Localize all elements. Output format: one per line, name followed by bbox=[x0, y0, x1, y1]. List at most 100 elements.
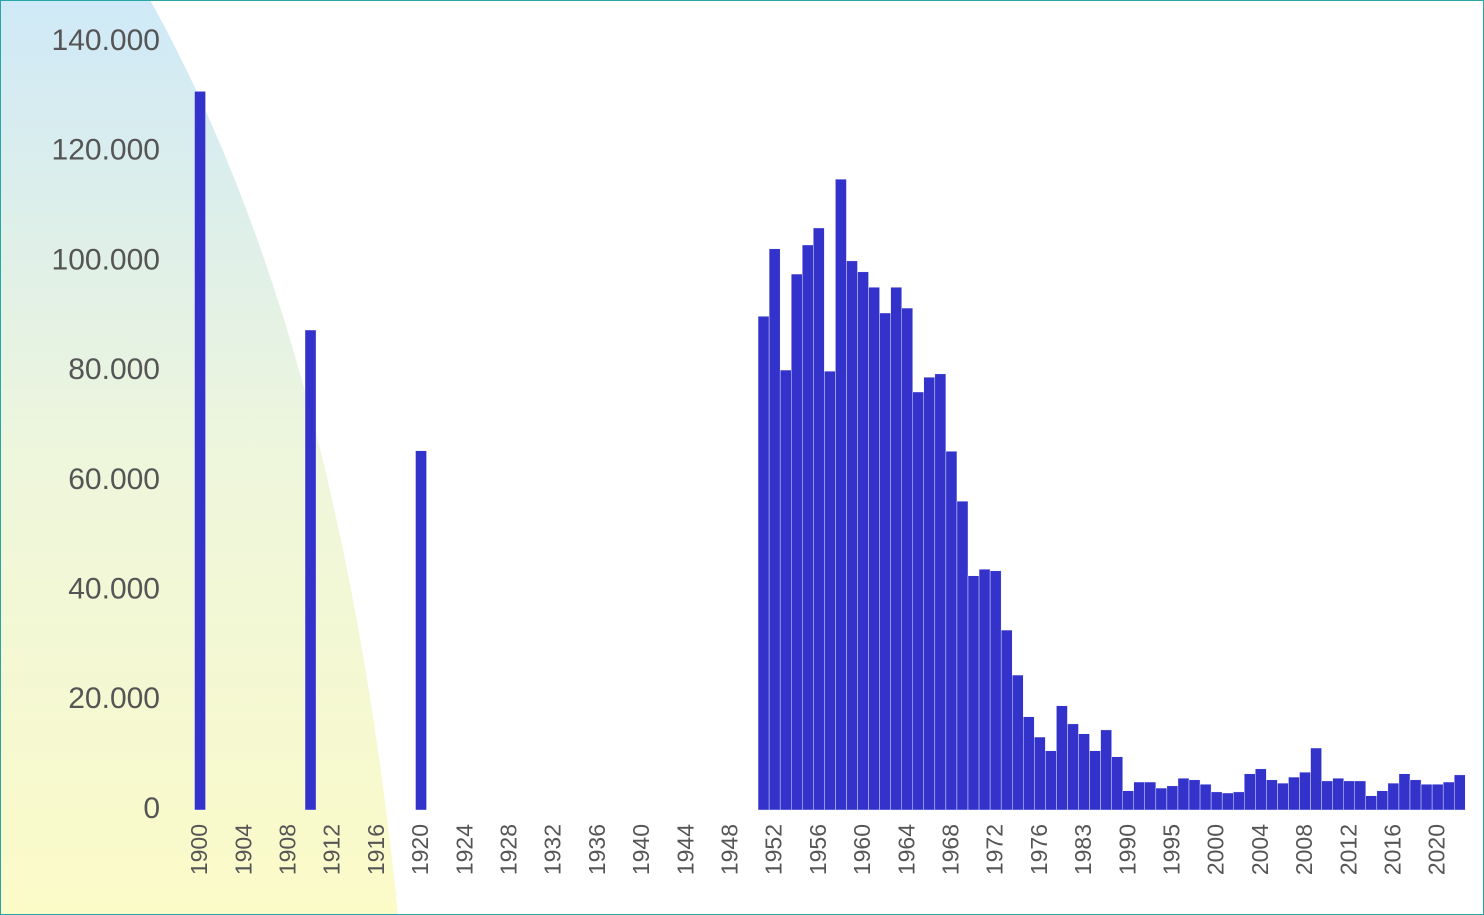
bar bbox=[1387, 782, 1400, 811]
bar bbox=[1376, 790, 1389, 811]
bar bbox=[1122, 790, 1134, 811]
x-tick-label: 2012 bbox=[1335, 824, 1361, 875]
bar bbox=[415, 450, 427, 811]
bar bbox=[1453, 774, 1466, 811]
bar bbox=[956, 500, 969, 811]
bar bbox=[1266, 779, 1278, 811]
bar bbox=[813, 227, 825, 811]
x-tick-label: 2020 bbox=[1424, 824, 1450, 875]
bar bbox=[934, 373, 947, 811]
bar bbox=[1221, 792, 1234, 811]
bar bbox=[967, 575, 980, 811]
bar bbox=[802, 244, 814, 811]
bar bbox=[945, 451, 958, 811]
x-tick-label: 1964 bbox=[893, 824, 919, 875]
x-tick-label: 2008 bbox=[1291, 824, 1317, 875]
x-tick-label: 1924 bbox=[451, 824, 477, 875]
bar bbox=[1442, 781, 1455, 811]
y-tick-label: 140.000 bbox=[52, 24, 160, 57]
x-tick-label: 1968 bbox=[938, 824, 964, 875]
bar bbox=[791, 273, 803, 811]
x-tick-label: 1983 bbox=[1070, 824, 1096, 875]
bar bbox=[1056, 705, 1068, 811]
bar bbox=[1310, 747, 1322, 811]
bar bbox=[1244, 773, 1256, 811]
x-tick-label: 2000 bbox=[1203, 824, 1229, 875]
y-tick-label: 0 bbox=[143, 792, 160, 825]
bar bbox=[835, 178, 847, 811]
bar bbox=[1133, 781, 1146, 811]
x-tick-label: 1948 bbox=[717, 824, 743, 875]
y-tick-label: 60.000 bbox=[68, 463, 160, 496]
bar bbox=[1321, 780, 1333, 811]
bar bbox=[1144, 781, 1157, 811]
x-tick-label: 1995 bbox=[1159, 824, 1185, 875]
x-tick-label: 1900 bbox=[186, 824, 212, 875]
bar bbox=[857, 271, 869, 811]
bar bbox=[1299, 771, 1311, 811]
x-tick-label: 1916 bbox=[363, 824, 389, 875]
bar bbox=[868, 287, 880, 811]
bar bbox=[912, 391, 925, 811]
bar bbox=[757, 316, 770, 811]
x-tick-label: 1932 bbox=[540, 824, 566, 875]
bar bbox=[978, 568, 991, 811]
x-tick-label: 2004 bbox=[1247, 824, 1273, 875]
x-tick-label: 1960 bbox=[849, 824, 875, 875]
y-tick-label: 20.000 bbox=[68, 682, 160, 715]
bar bbox=[846, 260, 858, 811]
bar bbox=[1210, 791, 1223, 811]
bar bbox=[901, 307, 913, 811]
bar bbox=[1343, 780, 1355, 811]
bar bbox=[1255, 768, 1267, 811]
x-tick-label: 1990 bbox=[1114, 824, 1140, 875]
bar bbox=[768, 248, 781, 811]
bar bbox=[1155, 787, 1168, 811]
y-tick-label: 40.000 bbox=[68, 572, 160, 605]
y-tick-label: 80.000 bbox=[68, 353, 160, 386]
x-tick-label: 1908 bbox=[275, 824, 301, 875]
y-tick-label: 120.000 bbox=[52, 134, 160, 167]
bar bbox=[1045, 750, 1057, 811]
x-tick-label: 1956 bbox=[805, 824, 831, 875]
x-tick-label: 1972 bbox=[982, 824, 1008, 875]
bar bbox=[1199, 784, 1212, 811]
bar bbox=[1409, 779, 1422, 811]
bar bbox=[1188, 779, 1201, 811]
x-tick-label: 1904 bbox=[230, 824, 256, 875]
bar bbox=[1431, 784, 1444, 811]
bar bbox=[1277, 782, 1289, 811]
bar bbox=[1288, 776, 1300, 811]
x-tick-label: 1976 bbox=[1026, 824, 1052, 875]
bar bbox=[1166, 785, 1179, 811]
y-tick-label: 100.000 bbox=[52, 243, 160, 276]
bar bbox=[779, 369, 792, 811]
bar bbox=[1232, 791, 1245, 811]
x-tick-label: 1940 bbox=[628, 824, 654, 875]
x-tick-label: 1928 bbox=[496, 824, 522, 875]
bar bbox=[1012, 674, 1024, 811]
bar bbox=[1420, 784, 1433, 811]
bar bbox=[1034, 736, 1046, 811]
bar bbox=[1067, 723, 1079, 811]
bar bbox=[1089, 750, 1101, 811]
bar bbox=[194, 91, 206, 811]
bar bbox=[1023, 716, 1035, 811]
x-tick-label: 1952 bbox=[761, 824, 787, 875]
bar bbox=[1000, 629, 1013, 811]
x-tick-label: 1944 bbox=[672, 824, 698, 875]
bar bbox=[824, 370, 836, 811]
bar bbox=[989, 570, 1002, 811]
bar bbox=[1177, 777, 1190, 811]
bar bbox=[1078, 733, 1090, 811]
bar bbox=[1354, 780, 1367, 811]
x-tick-label: 2016 bbox=[1380, 824, 1406, 875]
bar bbox=[304, 329, 317, 811]
bar bbox=[890, 287, 902, 811]
x-tick-label: 1920 bbox=[407, 824, 433, 875]
bar bbox=[923, 376, 936, 811]
bar bbox=[1332, 777, 1344, 811]
bar bbox=[1398, 773, 1411, 811]
bar bbox=[1365, 795, 1378, 811]
